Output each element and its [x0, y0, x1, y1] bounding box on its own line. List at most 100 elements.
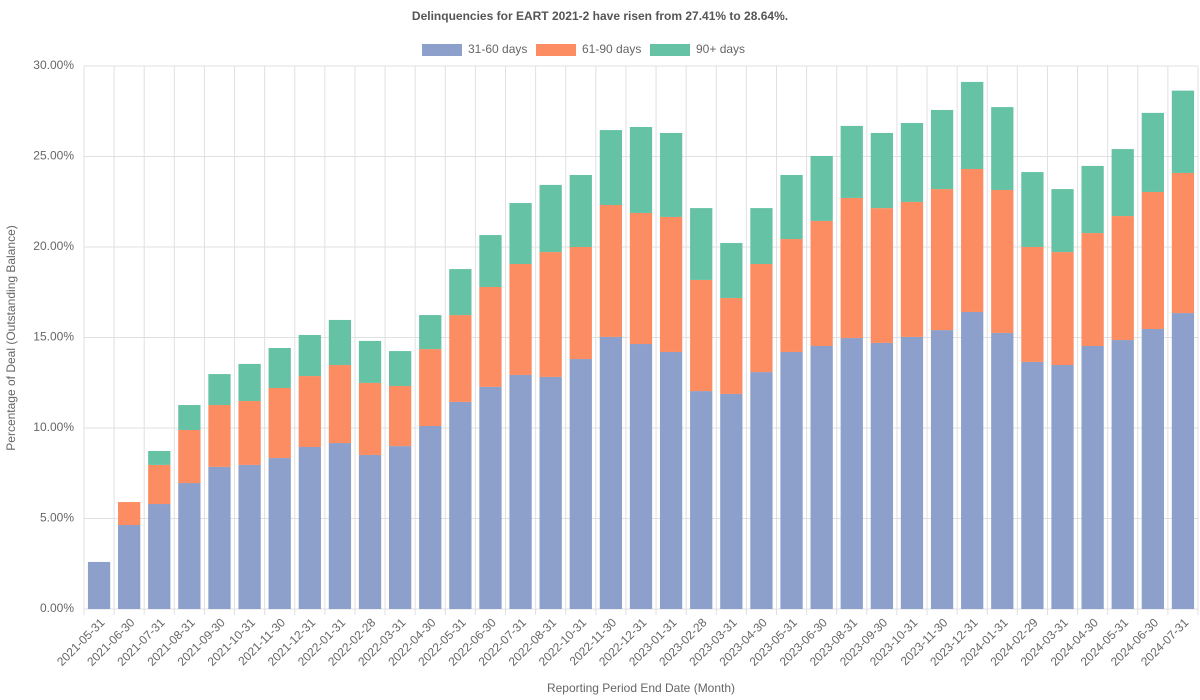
bar-segment	[1051, 252, 1074, 366]
legend-label: 61-90 days	[582, 42, 641, 56]
bar-segment	[509, 264, 532, 375]
bar-segment	[930, 109, 954, 190]
bar-segment	[358, 454, 382, 609]
y-tick-label: 20.00%	[33, 239, 74, 253]
bar-segment	[87, 561, 111, 609]
bar-segment	[900, 336, 924, 609]
bar-segment	[298, 376, 321, 448]
bar-segment	[599, 130, 623, 206]
bar-segment	[1141, 328, 1164, 609]
bar-segment	[268, 347, 291, 388]
bar-segment	[659, 132, 683, 217]
bar-segment	[569, 247, 592, 360]
bar-segment	[991, 107, 1014, 190]
bar-segment	[539, 376, 562, 609]
y-axis-label: Percentage of Deal (Outstanding Balance)	[4, 225, 18, 450]
bar-segment	[1081, 165, 1104, 234]
bar-segment	[1141, 112, 1164, 192]
bar-segment	[569, 359, 592, 609]
bar-segment	[840, 197, 863, 339]
bar-segment	[780, 174, 803, 240]
bar-segment	[780, 351, 803, 609]
bar-segment	[539, 184, 562, 253]
bar-segment	[358, 340, 382, 383]
bar-segment	[780, 239, 803, 352]
y-tick-label: 5.00%	[40, 511, 74, 525]
bar-segment	[298, 447, 321, 609]
bar-segment	[1111, 340, 1134, 609]
bar-segment	[720, 298, 743, 394]
bar-segment	[388, 446, 412, 609]
y-tick-label: 25.00%	[33, 149, 74, 163]
y-tick-label: 0.00%	[40, 601, 74, 615]
bar-segment	[1111, 149, 1134, 217]
bar-segment	[509, 203, 532, 265]
bar-segment	[479, 287, 502, 387]
bar-segment	[479, 386, 502, 609]
bar-segment	[599, 336, 623, 609]
x-axis-label: Reporting Period End Date (Month)	[547, 681, 735, 695]
legend-label: 31-60 days	[468, 42, 527, 56]
bar-segment	[810, 220, 833, 347]
bar-segment	[208, 466, 231, 609]
bar-segment	[1021, 361, 1044, 609]
bar-segment	[328, 319, 352, 366]
bar-segment	[629, 344, 653, 609]
y-tick-label: 10.00%	[33, 420, 74, 434]
bar-segment	[449, 269, 472, 316]
y-tick-label: 30.00%	[33, 58, 74, 72]
bar-segment	[690, 391, 713, 609]
bar-segment	[720, 393, 743, 609]
legend-swatch	[422, 44, 462, 56]
bar-segment	[358, 382, 382, 455]
bar-segment	[1081, 233, 1104, 347]
bar-segment	[690, 208, 713, 280]
bar-segment	[840, 125, 863, 198]
bar-segment	[118, 525, 141, 609]
bar-segment	[659, 216, 683, 352]
bar-segment	[750, 208, 773, 265]
bar-segment	[1171, 172, 1195, 314]
bar-segment	[238, 363, 261, 402]
bar-segment	[208, 405, 231, 467]
bar-segment	[961, 311, 984, 609]
bar-segment	[1051, 365, 1074, 609]
y-tick-label: 15.00%	[33, 330, 74, 344]
bar-segment	[750, 264, 773, 373]
bar-segment	[479, 235, 502, 288]
bar-segment	[1081, 346, 1104, 609]
bar-segment	[419, 426, 442, 609]
bar-segment	[208, 374, 231, 406]
bar-segment	[148, 464, 171, 505]
bar-segment	[569, 174, 592, 247]
bar-segment	[148, 504, 171, 609]
bar-segment	[961, 81, 984, 169]
bar-segment	[1171, 313, 1195, 609]
bar-segment	[148, 450, 171, 465]
legend-label: 90+ days	[696, 42, 745, 56]
bar-segment	[419, 349, 442, 427]
bar-segment	[870, 342, 894, 609]
bar-segment	[930, 189, 954, 331]
bar-segment	[629, 212, 653, 345]
bar-segment	[1051, 189, 1074, 253]
bar-segment	[961, 168, 984, 312]
bar-segment	[1111, 216, 1134, 341]
bar-segment	[118, 502, 141, 526]
legend-swatch	[536, 44, 576, 56]
bar-segment	[238, 401, 261, 465]
bar-segment	[1171, 90, 1195, 173]
bar-segment	[1141, 191, 1164, 329]
bar-segment	[930, 330, 954, 609]
bar-segment	[178, 429, 201, 484]
bar-segment	[509, 374, 532, 609]
bar-segment	[388, 351, 412, 387]
chart-title: Delinquencies for EART 2021-2 have risen…	[412, 9, 788, 23]
bar-segment	[991, 189, 1014, 333]
bar-segment	[328, 443, 352, 609]
legend-swatch	[650, 44, 690, 56]
bar-segment	[991, 332, 1014, 609]
bar-segment	[659, 351, 683, 609]
bar-segment	[750, 372, 773, 609]
bar-segment	[298, 334, 321, 377]
